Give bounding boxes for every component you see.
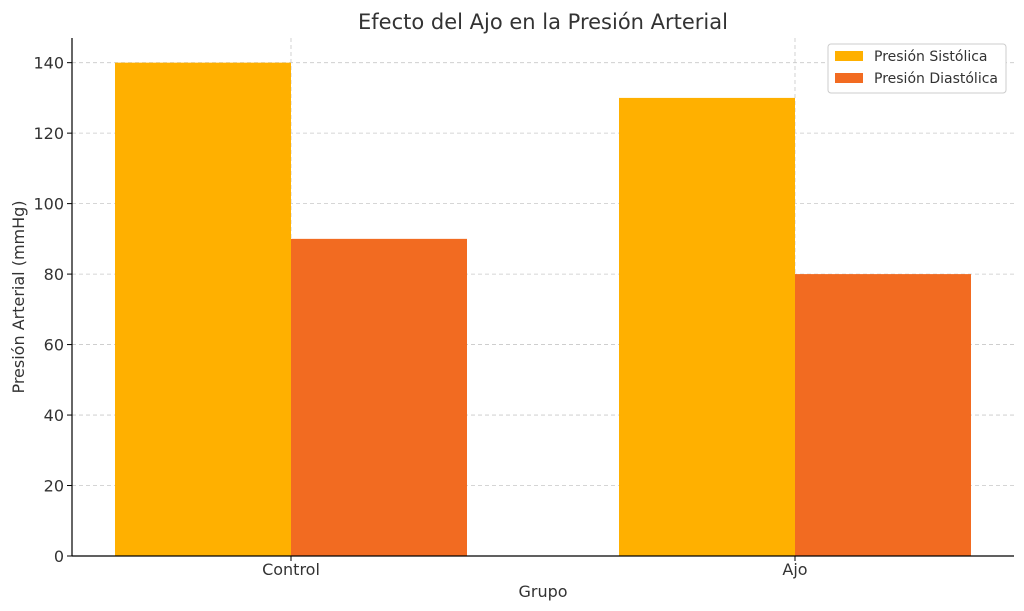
legend-label: Presión Diastólica xyxy=(874,71,998,87)
bar-diastolica-control xyxy=(291,238,467,556)
y-tick-label: 0 xyxy=(54,547,64,566)
x-tick-label: Control xyxy=(262,560,320,579)
y-tick-label: 40 xyxy=(44,406,64,425)
axes xyxy=(71,38,1014,557)
y-tick-label: 60 xyxy=(44,336,64,355)
bars xyxy=(115,62,971,557)
y-tick-label: 120 xyxy=(33,124,64,143)
x-tick-label: Ajo xyxy=(782,560,807,579)
legend-swatch xyxy=(835,73,863,83)
y-axis-label: Presión Arterial (mmHg) xyxy=(9,200,28,393)
legend: Presión Sistólica Presión Diastólica xyxy=(827,43,1007,94)
bar-diastolica-ajo xyxy=(795,274,971,556)
legend-label: Presión Sistólica xyxy=(874,49,988,65)
bar-sistolica-ajo xyxy=(619,97,795,557)
y-tick-label: 20 xyxy=(44,477,64,496)
legend-box xyxy=(827,43,1007,94)
bar-sistolica-control xyxy=(115,62,291,557)
x-ticks: Control Ajo xyxy=(262,556,808,579)
y-tick-label: 140 xyxy=(33,54,64,73)
y-tick-label: 80 xyxy=(44,265,64,284)
legend-swatch xyxy=(835,51,863,61)
y-ticks: 0 20 40 60 80 100 120 140 xyxy=(33,54,72,566)
x-axis-label: Grupo xyxy=(518,582,567,601)
y-tick-label: 100 xyxy=(33,195,64,214)
chart-title: Efecto del Ajo en la Presión Arterial xyxy=(358,10,728,34)
